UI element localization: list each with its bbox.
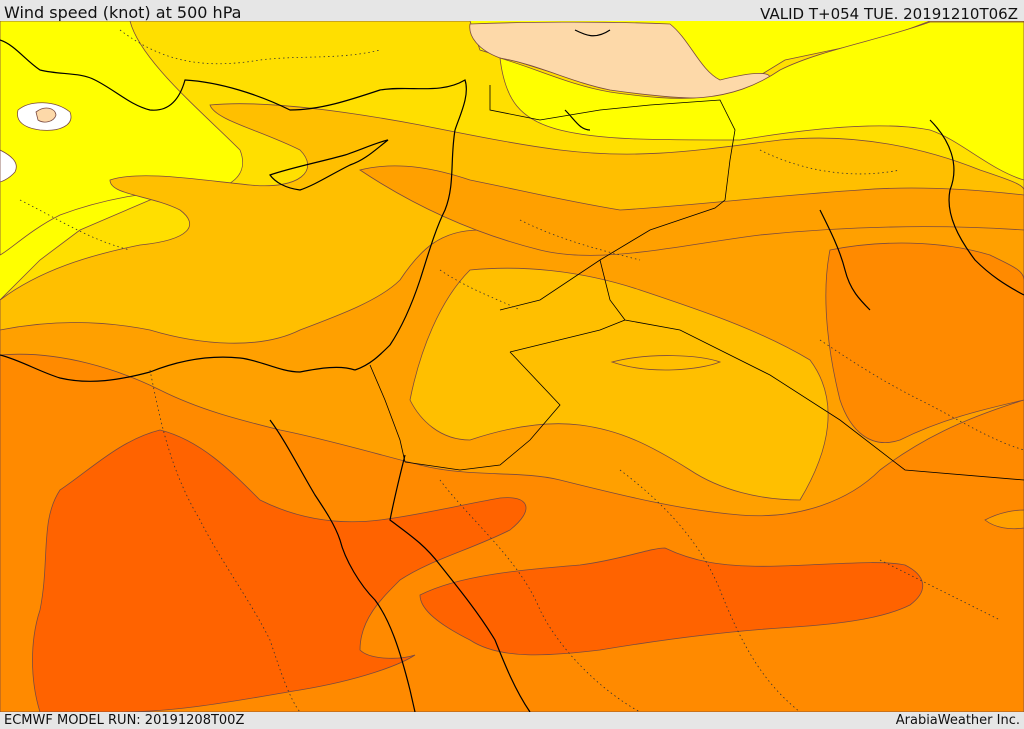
- valid-time: VALID T+054 TUE. 20191210T06Z: [760, 5, 1018, 23]
- wind-band-orange-blob: [984, 509, 1024, 530]
- coastlines: [0, 29, 1024, 712]
- wind-band-dark-orange-e: [825, 242, 1024, 443]
- wind-speed-map: [0, 21, 1024, 712]
- footer-bar: ECMWF MODEL RUN: 20191208T00Z ArabiaWeat…: [0, 712, 1024, 729]
- internal-boundaries: [19, 29, 1024, 712]
- wind-band-white-2: [0, 149, 17, 183]
- wind-band-yellow-ne: [499, 21, 1024, 181]
- wind-band-peach-small: [35, 107, 57, 123]
- wind-band-red-orange-s: [419, 547, 923, 656]
- wind-band-amber-blob: [610, 355, 722, 371]
- wind-band-amber-interior: [409, 267, 829, 501]
- map-title: Wind speed (knot) at 500 hPa: [4, 3, 242, 22]
- borders: [369, 85, 1024, 481]
- wind-band-orange-e: [359, 165, 1024, 256]
- model-run: ECMWF MODEL RUN: 20191208T00Z: [4, 713, 245, 728]
- wind-band-red-orange-sw: [32, 429, 527, 712]
- credit: ArabiaWeather Inc.: [895, 713, 1020, 728]
- header-bar: Wind speed (knot) at 500 hPa VALID T+054…: [0, 0, 1024, 23]
